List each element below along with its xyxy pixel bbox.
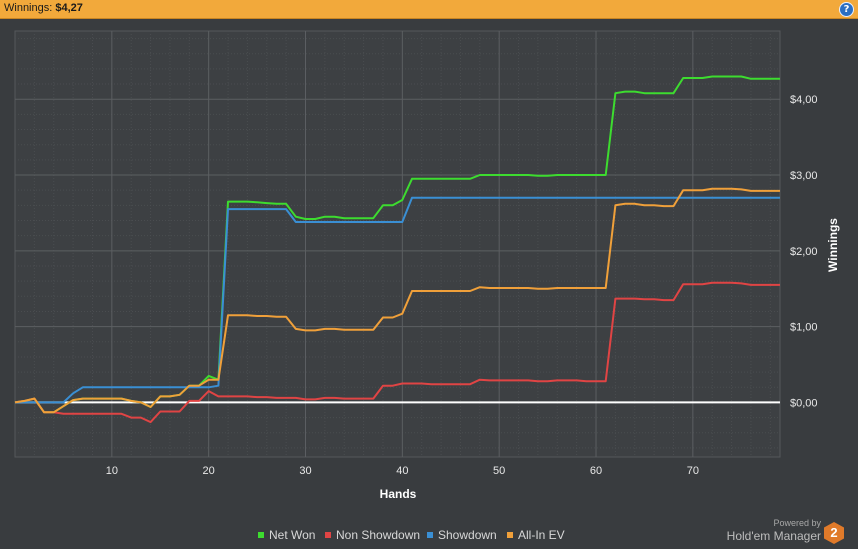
y-tick-label: $1,00 [790, 322, 818, 334]
brand-name: Hold'em Manager [726, 529, 821, 543]
x-tick-label: 10 [106, 465, 118, 477]
x-tick-label: 30 [299, 465, 311, 477]
x-tick-label: 20 [203, 465, 215, 477]
y-tick-label: $4,00 [790, 94, 818, 106]
winnings-header: Winnings: $4,27 [4, 2, 83, 14]
y-tick-label: $0,00 [790, 397, 818, 409]
x-tick-label: 70 [687, 465, 699, 477]
legend-label: Showdown [438, 528, 497, 542]
series-line-non-showdown [14, 281, 780, 424]
x-tick-label: 50 [493, 465, 505, 477]
legend-label: Net Won [269, 528, 316, 542]
legend-swatch [325, 531, 331, 538]
y-axis-label: Winnings [826, 218, 840, 272]
legend-swatch [507, 531, 513, 538]
legend-item[interactable]: Non Showdown [325, 528, 420, 542]
x-tick-labels: 10 20 30 40 50 60 70 [106, 465, 699, 477]
powered-by-text: Powered by [773, 518, 821, 528]
legend-item[interactable]: Net Won [258, 528, 315, 542]
winnings-value: $4,27 [55, 2, 83, 14]
series-line-all-in-ev [14, 187, 780, 414]
legend-item[interactable]: All-In EV [507, 528, 565, 542]
x-axis-label: Hands [380, 487, 417, 501]
y-tick-label: $2,00 [790, 246, 818, 258]
y-tick-label: $3,00 [790, 170, 818, 182]
legend-label: All-In EV [518, 528, 565, 542]
plot-area [14, 30, 781, 458]
series-line-showdown [15, 196, 780, 404]
hm2-logo-icon: 2 [824, 522, 844, 544]
legend-swatch [258, 531, 264, 538]
winnings-chart: $0,00 $1,00 $2,00 $3,00 $4,00 10 20 30 40 50 60 70… [14, 30, 840, 501]
winnings-header-bar: Winnings: $4,27 ? [0, 0, 858, 19]
help-icon[interactable]: ? [839, 2, 854, 17]
winnings-label: Winnings: [4, 2, 53, 14]
legend-swatch [427, 531, 433, 538]
y-tick-labels: $0,00 $1,00 $2,00 $3,00 $4,00 [790, 94, 818, 409]
chart-legend: Net Won Non Showdown Showdown All-In EV [0, 528, 858, 544]
x-tick-label: 40 [396, 465, 408, 477]
legend-label: Non Showdown [336, 528, 421, 542]
series-lines [14, 75, 780, 424]
branding: Powered by Hold'em Manager 2 [726, 518, 844, 544]
legend-item[interactable]: Showdown [427, 528, 497, 542]
x-tick-label: 60 [590, 465, 602, 477]
